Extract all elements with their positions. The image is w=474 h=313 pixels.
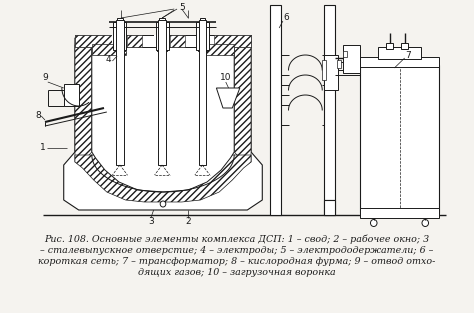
Bar — [198, 32, 207, 51]
Circle shape — [422, 219, 428, 227]
Bar — [128, 35, 142, 47]
Bar — [343, 45, 360, 73]
Bar — [214, 35, 251, 47]
Bar — [64, 84, 79, 106]
Circle shape — [160, 201, 166, 207]
Text: 6: 6 — [284, 13, 290, 23]
Text: дящих газов; 10 – загрузочная воронка: дящих газов; 10 – загрузочная воронка — [138, 268, 336, 277]
Text: 3: 3 — [148, 218, 154, 227]
Bar — [401, 43, 409, 49]
Bar — [158, 20, 166, 165]
Circle shape — [371, 219, 377, 227]
Bar — [360, 57, 439, 67]
Bar — [115, 32, 125, 51]
Bar — [113, 22, 127, 50]
Bar — [386, 43, 393, 49]
Text: 2: 2 — [185, 218, 191, 227]
Bar — [322, 60, 326, 80]
Bar — [112, 35, 128, 47]
Polygon shape — [92, 44, 126, 55]
Text: – сталевыпускное отверстие; 4 – электроды; 5 – электрододержатели; 6 –: – сталевыпускное отверстие; 4 – электрод… — [40, 246, 434, 255]
Text: 4: 4 — [106, 55, 111, 64]
Polygon shape — [75, 155, 251, 202]
Bar — [155, 22, 169, 50]
Bar — [270, 5, 281, 215]
Bar — [75, 35, 112, 47]
Bar — [185, 35, 202, 47]
Bar — [196, 22, 209, 50]
Bar — [343, 51, 346, 57]
Bar — [75, 35, 251, 47]
Polygon shape — [234, 45, 251, 162]
Bar — [324, 5, 335, 215]
Text: короткая сеть; 7 – трансформатор; 8 – кислородная фурма; 9 – отвод отхо-: короткая сеть; 7 – трансформатор; 8 – ки… — [38, 257, 436, 266]
Bar — [324, 55, 338, 90]
Text: 1: 1 — [40, 143, 46, 152]
Polygon shape — [217, 88, 240, 108]
Bar — [200, 18, 205, 24]
Bar — [199, 20, 206, 165]
Bar — [324, 200, 335, 215]
Bar — [360, 65, 439, 213]
Text: Рис. 108. Основные элементы комплекса ДСП: 1 – свод; 2 – рабочее окно; 3: Рис. 108. Основные элементы комплекса ДС… — [45, 235, 429, 244]
Text: 9: 9 — [42, 74, 48, 83]
Polygon shape — [92, 45, 234, 192]
Bar — [154, 35, 171, 47]
Bar — [378, 47, 420, 59]
Text: 5: 5 — [179, 3, 184, 12]
Bar — [171, 35, 185, 47]
Polygon shape — [64, 38, 262, 210]
Polygon shape — [201, 44, 234, 55]
Text: 7: 7 — [406, 50, 411, 59]
Text: 10: 10 — [220, 74, 231, 83]
Bar — [157, 32, 167, 51]
Polygon shape — [75, 45, 92, 162]
Text: 8: 8 — [36, 110, 41, 120]
Bar — [116, 20, 124, 165]
Bar — [159, 18, 165, 24]
Bar — [117, 18, 123, 24]
Bar — [337, 60, 341, 68]
Bar — [360, 208, 439, 218]
